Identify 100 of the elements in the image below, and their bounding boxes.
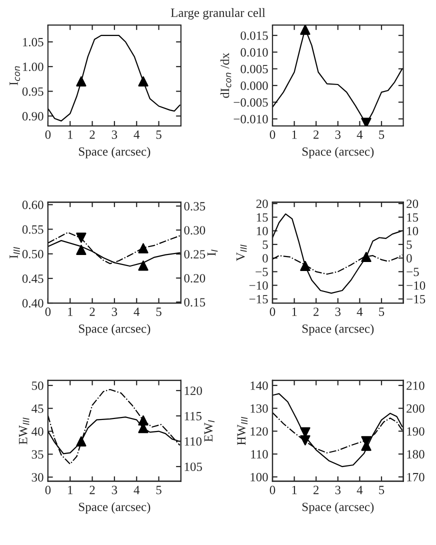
- x-tick-label: 4: [356, 130, 363, 139]
- x-tick-label: 0: [270, 486, 276, 494]
- x-tick-label: 5: [379, 130, 384, 139]
- line-series: [272, 393, 403, 468]
- y-tick-label: 10: [256, 226, 268, 236]
- x-tick-label: 5: [379, 486, 384, 494]
- y-tick-label: 0.40: [22, 299, 44, 308]
- y-tick-label: 0.005: [240, 64, 268, 74]
- y-tick-label: 0.95: [22, 87, 44, 96]
- x-tick-label: 2: [314, 308, 319, 316]
- y-tick-label: 30: [32, 473, 44, 482]
- x-axis-title: Space (arcsec): [79, 502, 150, 514]
- y-tick-label: 1.05: [23, 38, 44, 46]
- x-tick-label: 2: [90, 308, 95, 316]
- y2-tick-label: 15: [407, 213, 418, 222]
- y2-tick-label: 0: [406, 254, 412, 263]
- y-tick-label: −10: [249, 281, 268, 290]
- x-tick-label: 0: [45, 130, 51, 139]
- y2-tick-label: 105: [184, 462, 202, 471]
- y-tick-label: 0.45: [22, 274, 44, 283]
- y-tick-label: −15: [249, 295, 268, 304]
- x-tick-label: 5: [156, 130, 162, 139]
- x-tick-label: 0: [270, 130, 276, 139]
- y2-tick-label: 120: [184, 386, 202, 396]
- y-axis-title: EW$_{III}$: [18, 418, 30, 444]
- y2-tick-label: 170: [407, 472, 424, 482]
- x-tick-label: 4: [356, 486, 363, 494]
- line-series: [48, 232, 180, 264]
- y2-tick-label: 110: [184, 437, 202, 446]
- y-tick-label: 130: [250, 404, 268, 413]
- y-tick-label: 1.00: [23, 62, 44, 72]
- x-tick-label: 3: [335, 130, 341, 139]
- y-tick-label: 45: [32, 404, 44, 413]
- x-tick-label: 0: [270, 308, 276, 316]
- y-tick-label: 0.015: [240, 31, 268, 40]
- y-axis-title: I$_{con}$: [10, 66, 20, 86]
- y2-tick-label: −10: [406, 281, 426, 290]
- x-tick-label: 3: [335, 486, 341, 494]
- y2-tick-label: 0.30: [184, 226, 206, 235]
- line-series: [272, 213, 403, 294]
- y-tick-label: 100: [250, 472, 268, 482]
- y-tick-label: 0.000: [240, 82, 268, 90]
- x-tick-label: 4: [134, 130, 140, 139]
- y2-tick-label: 210: [406, 381, 424, 390]
- y-tick-label: 0.60: [22, 200, 44, 210]
- x-tick-label: 2: [314, 486, 319, 494]
- y-tick-label: −0.005: [234, 98, 268, 107]
- y2-tick-label: 0.35: [184, 202, 206, 211]
- y-tick-label: 40: [32, 427, 44, 436]
- y-tick-label: 0.55: [22, 225, 44, 234]
- x-tick-label: 1: [292, 130, 297, 139]
- x-tick-label: 4: [134, 308, 140, 316]
- y2-tick-label: −15: [406, 295, 426, 304]
- y2-tick-label: 0.20: [184, 274, 206, 283]
- line-series: [48, 388, 180, 465]
- y2-tick-label: 0.15: [184, 298, 206, 307]
- x-axis-title: Space (arcsec): [79, 146, 150, 158]
- x-tick-label: 3: [112, 486, 118, 494]
- x-tick-label: 3: [335, 308, 341, 316]
- y-tick-label: 15: [256, 213, 268, 222]
- y-tick-label: −0.010: [234, 114, 268, 124]
- y-tick-label: 110: [251, 450, 268, 458]
- x-tick-label: 4: [356, 308, 363, 316]
- line-series: [48, 34, 180, 122]
- x-tick-label: 4: [134, 486, 140, 494]
- x-tick-label: 1: [68, 130, 72, 139]
- x-tick-label: 0: [45, 308, 51, 316]
- y-tick-label: 0: [262, 254, 268, 263]
- y-tick-label: 20: [256, 200, 268, 208]
- text: Large granular cell: [170, 8, 266, 20]
- x-axis-title: Space (arcsec): [302, 324, 374, 336]
- x-tick-label: 3: [112, 308, 118, 316]
- x-axis-title: Space (arcsec): [302, 146, 374, 158]
- x-tick-label: 1: [292, 486, 297, 494]
- y2-tick-label: 5: [406, 240, 412, 249]
- y-tick-label: 120: [250, 427, 268, 436]
- y-tick-label: 0.90: [22, 112, 44, 121]
- y-tick-label: 0.50: [22, 250, 44, 258]
- y-axis-title: HW$_{III}$: [237, 416, 248, 446]
- y2-tick-label: 200: [406, 404, 424, 413]
- y-tick-label: −5: [256, 268, 268, 276]
- x-tick-label: 3: [112, 130, 118, 139]
- y2-tick-label: −5: [406, 268, 419, 276]
- y-tick-label: 5: [262, 240, 268, 249]
- y-tick-label: 50: [32, 381, 44, 390]
- y-tick-label: 140: [250, 381, 268, 390]
- y-tick-label: 35: [32, 450, 44, 459]
- y2-axis-title: EW$_{I}$: [204, 420, 215, 442]
- y2-tick-label: 180: [407, 450, 424, 458]
- y2-axis-title: I$_{I}$: [207, 250, 218, 256]
- x-tick-label: 2: [90, 130, 95, 139]
- y2-tick-label: 10: [407, 226, 418, 236]
- x-axis-title: Space (arcsec): [302, 502, 374, 514]
- x-tick-label: 5: [156, 308, 162, 316]
- x-axis-title: Space (arcsec): [79, 324, 150, 336]
- y2-tick-label: 0.25: [184, 250, 206, 259]
- y-axis-title: V$_{III}$: [236, 244, 247, 262]
- y2-tick-label: 20: [406, 200, 418, 208]
- x-tick-label: 2: [314, 130, 319, 139]
- x-tick-label: 1: [68, 308, 72, 316]
